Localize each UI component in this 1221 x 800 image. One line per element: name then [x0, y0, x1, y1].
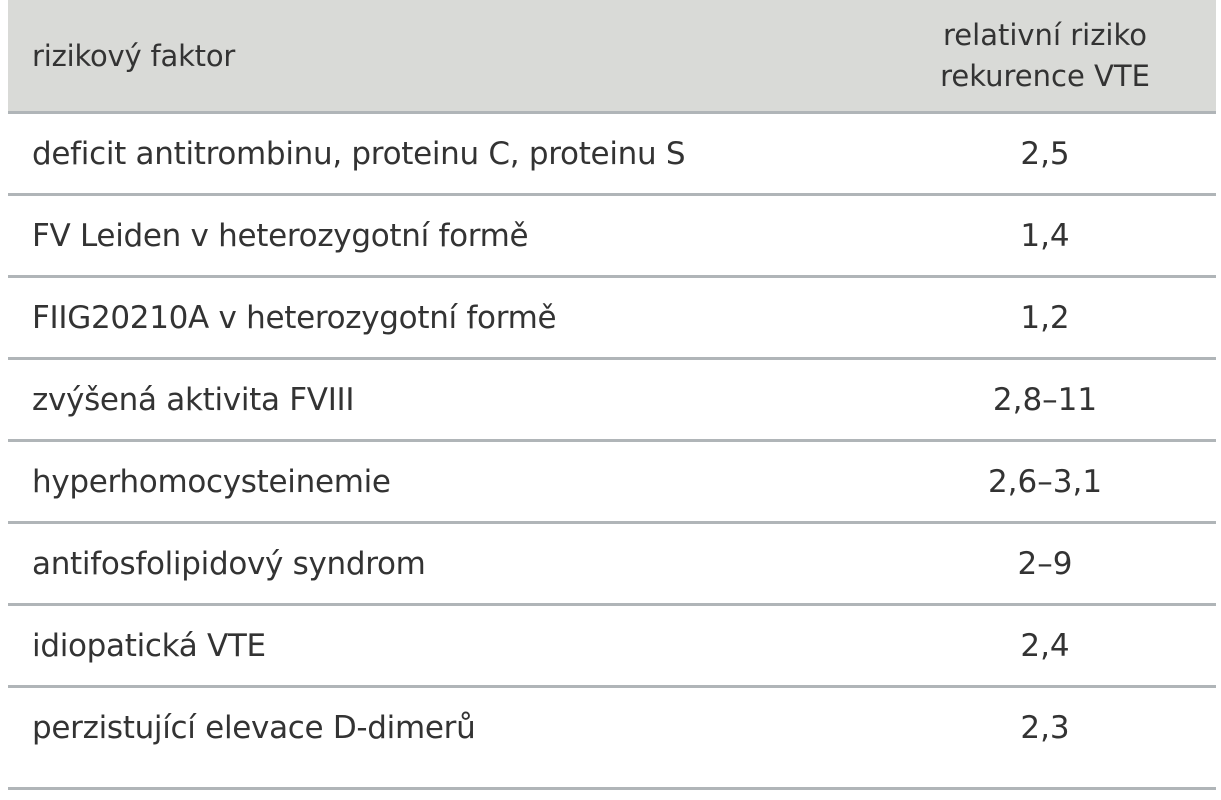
- header-relative-risk-line2: rekurence VTE: [940, 58, 1150, 93]
- header-risk-factor: rizikový faktor: [32, 38, 236, 73]
- relative-risk-cell: 2,5: [1020, 135, 1070, 172]
- risk-factor-cell: hyperhomocysteinemie: [32, 463, 391, 500]
- risk-factor-cell: FIIG20210A v heterozygotní formě: [32, 299, 557, 336]
- relative-risk-cell: 2,3: [1020, 709, 1070, 746]
- table-row: deficit antitrombinu, proteinu C, protei…: [8, 111, 1216, 193]
- risk-factor-table: rizikový faktor relativní riziko rekuren…: [8, 0, 1216, 790]
- relative-risk-cell: 2,6–3,1: [987, 463, 1103, 500]
- table-row: zvýšená aktivita FVIII 2,8–11: [8, 357, 1216, 439]
- relative-risk-cell: 2,8–11: [992, 381, 1098, 418]
- header-relative-risk-line1: relativní riziko: [943, 17, 1147, 52]
- table-row: FV Leiden v heterozygotní formě 1,4: [8, 193, 1216, 275]
- table-row: perzistující elevace D-dimerů 2,3: [8, 685, 1216, 767]
- relative-risk-cell: 1,4: [1020, 217, 1070, 254]
- relative-risk-cell: 2,4: [1020, 627, 1070, 664]
- risk-factor-cell: FV Leiden v heterozygotní formě: [32, 217, 529, 254]
- table-row: hyperhomocysteinemie 2,6–3,1: [8, 439, 1216, 521]
- table-bottom-divider: [8, 787, 1216, 790]
- risk-factor-cell: zvýšená aktivita FVIII: [32, 381, 355, 418]
- risk-factor-cell: perzistující elevace D-dimerů: [32, 709, 476, 746]
- table-row: idiopatická VTE 2,4: [8, 603, 1216, 685]
- header-relative-risk: relativní riziko rekurence VTE: [884, 0, 1206, 111]
- relative-risk-cell: 1,2: [1020, 299, 1070, 336]
- risk-factor-cell: antifosfolipidový syndrom: [32, 545, 426, 582]
- risk-factor-cell: deficit antitrombinu, proteinu C, protei…: [32, 135, 686, 172]
- relative-risk-cell: 2–9: [1017, 545, 1073, 582]
- table-row: antifosfolipidový syndrom 2–9: [8, 521, 1216, 603]
- table-header: rizikový faktor relativní riziko rekuren…: [8, 0, 1216, 111]
- risk-factor-cell: idiopatická VTE: [32, 627, 266, 664]
- table-row: FIIG20210A v heterozygotní formě 1,2: [8, 275, 1216, 357]
